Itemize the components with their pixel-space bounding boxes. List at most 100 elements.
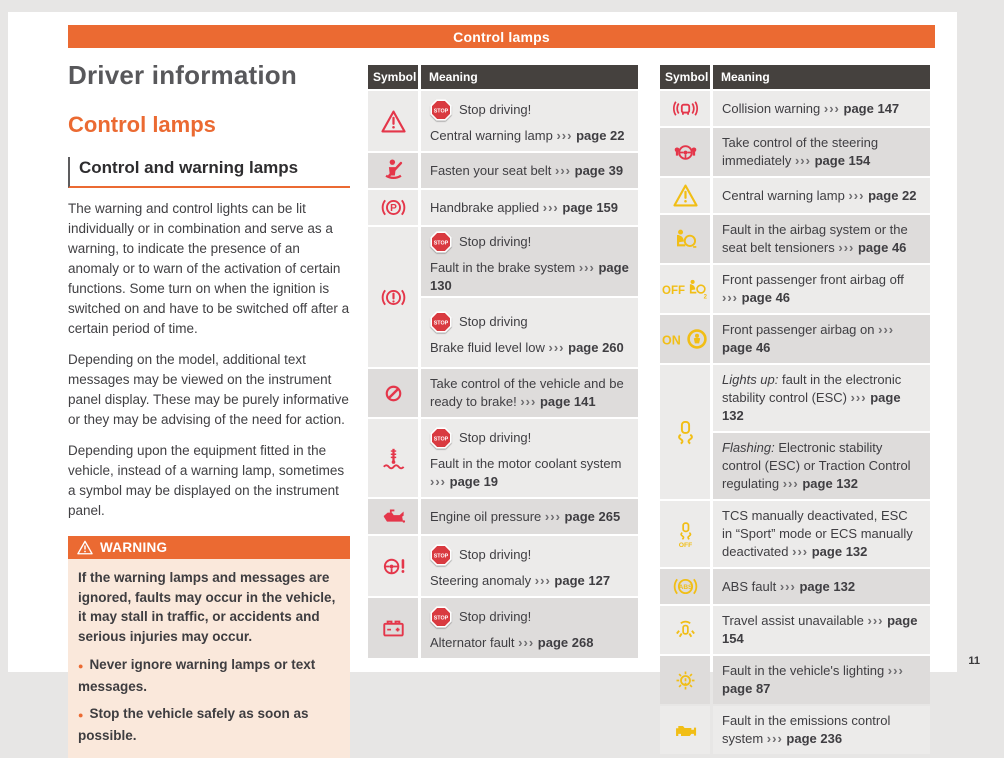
italic-prefix: Flashing: bbox=[722, 440, 775, 455]
chevrons-glyph: ››› bbox=[556, 128, 573, 143]
meaning-cell: Travel assist unavailable ››› page 154 bbox=[713, 606, 930, 654]
body-paragraphs: The warning and control lights can be li… bbox=[68, 199, 350, 521]
meaning-cells: Fasten your seat belt ››› page 39 bbox=[421, 153, 638, 188]
chevrons-glyph: ››› bbox=[823, 100, 840, 116]
svg-text:2: 2 bbox=[704, 294, 708, 300]
paragraph: The warning and control lights can be li… bbox=[68, 201, 350, 336]
brake-system-icon bbox=[368, 227, 418, 367]
lighting-fault-icon bbox=[660, 656, 710, 704]
abs-icon: ABS bbox=[660, 569, 710, 604]
page-reference: page 159 bbox=[562, 199, 619, 215]
meaning-cells: Travel assist unavailable ››› page 154 bbox=[713, 606, 930, 654]
banner-title: Control lamps bbox=[453, 28, 550, 45]
stop-sign-icon: STOP bbox=[430, 99, 452, 121]
meaning-cells: STOP Stop driving! Fault in the motor cool… bbox=[421, 419, 638, 497]
page-reference: page 268 bbox=[537, 635, 594, 650]
meaning-column-header: Meaning bbox=[713, 65, 930, 89]
left-column: Driver information Control lamps Control… bbox=[68, 50, 350, 758]
meaning-cells: Engine oil pressure ››› page 265 bbox=[421, 499, 638, 534]
svg-text:OFF: OFF bbox=[678, 542, 692, 548]
bullet-dot-icon: ● bbox=[78, 710, 84, 720]
stop-driving-line: STOP Stop driving! bbox=[430, 544, 629, 566]
meaning-cell: TCS manually deactivated, ESC in “Sport”… bbox=[713, 501, 930, 567]
airbag-fault-icon bbox=[660, 215, 710, 263]
chevrons-glyph: ››› bbox=[848, 187, 865, 203]
table-header-row: Symbol Meaning bbox=[660, 65, 930, 89]
svg-text:STOP: STOP bbox=[434, 320, 449, 326]
chevrons-glyph: ››› bbox=[838, 240, 855, 255]
subsection-title: Control and warning lamps bbox=[68, 157, 350, 188]
table-row: P Handbrake applied ››› page 159 bbox=[368, 190, 638, 225]
meaning-cells: STOP Stop driving! Fault in the brake syst… bbox=[421, 227, 638, 367]
page-reference: page 127 bbox=[554, 573, 611, 588]
stop-sign-icon: STOP bbox=[430, 230, 452, 253]
page-reference: page 46 bbox=[741, 290, 791, 305]
table-row: Take control of the steering immediately… bbox=[660, 128, 930, 176]
chevrons-glyph: ››› bbox=[792, 544, 809, 559]
coolant-icon bbox=[368, 419, 418, 497]
warning-triangle-icon bbox=[368, 91, 418, 151]
page-reference: page 22 bbox=[576, 128, 625, 143]
page-reference: page 46 bbox=[857, 240, 907, 255]
control-lamps-table-right: Symbol Meaning Collision warning ››› page … bbox=[660, 65, 930, 754]
meaning-cell: Engine oil pressure ››› page 265 bbox=[421, 499, 638, 534]
meaning-cells: Take control of the steering immediately… bbox=[713, 128, 930, 176]
meaning-cells: TCS manually deactivated, ESC in “Sport”… bbox=[713, 501, 930, 567]
meaning-text: Fault in the motor coolant system ››› pa… bbox=[430, 456, 622, 489]
stop-driving-label: Stop driving! bbox=[459, 430, 532, 445]
warning-box: WARNING If the warning lamps and message… bbox=[68, 536, 350, 758]
meaning-cell: STOP Stop driving! Fault in the brake syst… bbox=[421, 227, 638, 296]
meaning-cell: Lights up: fault in the electronic stabi… bbox=[713, 365, 930, 431]
meaning-text: Engine oil pressure ››› page 265 bbox=[430, 508, 621, 524]
page-reference: page 39 bbox=[574, 162, 624, 178]
page-reference: page 87 bbox=[722, 681, 771, 696]
meaning-cells: Take control of the vehicle and be ready… bbox=[421, 369, 638, 417]
chevrons-glyph: ››› bbox=[887, 663, 904, 678]
table-row: STOP Stop driving! Central warning lamp ››… bbox=[368, 91, 638, 151]
chevrons-glyph: ››› bbox=[542, 199, 559, 215]
control-lamps-table-left: Symbol Meaning STOP Stop driving! Central wa… bbox=[368, 65, 638, 658]
chevrons-glyph: ››› bbox=[430, 474, 446, 489]
warning-bullet: ● Never ignore warning lamps or text mess… bbox=[78, 657, 316, 694]
page-reference: page 22 bbox=[868, 187, 917, 203]
meaning-cell: STOP Stop driving! Central warning lamp ››… bbox=[421, 91, 638, 151]
travel-assist-icon bbox=[660, 606, 710, 654]
airbag-on-icon: ON bbox=[660, 315, 710, 363]
table-row: Fault in the airbag system or the seat b… bbox=[660, 215, 930, 263]
meaning-cells: STOP Stop driving! Steering anomaly ››› pa… bbox=[421, 536, 638, 596]
section-title: Driver information bbox=[68, 60, 297, 90]
table-row: Fault in the emissions control system ››… bbox=[660, 706, 930, 754]
chevrons-glyph: ››› bbox=[779, 578, 796, 594]
meaning-cells: Handbrake applied ››› page 159 bbox=[421, 190, 638, 225]
meaning-cells: Collision warning ››› page 147 bbox=[713, 91, 930, 126]
chevrons-glyph: ››› bbox=[548, 339, 565, 355]
paragraph: Depending upon the equipment fitted in t… bbox=[68, 443, 345, 518]
stop-driving-line: STOP Stop driving! bbox=[430, 427, 629, 449]
meaning-cell: Handbrake applied ››› page 159 bbox=[421, 190, 638, 225]
esc-icon bbox=[660, 365, 710, 499]
stop-driving-line: STOP Stop driving bbox=[430, 310, 629, 333]
meaning-text: Central warning lamp ››› page 22 bbox=[430, 128, 625, 143]
meaning-text: Fault in the airbag system or the seat b… bbox=[722, 222, 908, 255]
warning-box-title: WARNING bbox=[100, 540, 168, 555]
meaning-text: Travel assist unavailable ››› page 154 bbox=[722, 613, 918, 646]
chapter-title: Control lamps bbox=[68, 112, 216, 137]
table-row: STOP Stop driving! Fault in the motor cool… bbox=[368, 419, 638, 497]
page-reference: page 260 bbox=[568, 339, 624, 355]
table-header-row: Symbol Meaning bbox=[368, 65, 638, 89]
svg-text:STOP: STOP bbox=[434, 436, 449, 442]
meaning-cells: STOP Stop driving! Central warning lamp ››… bbox=[421, 91, 638, 151]
chevrons-glyph: ››› bbox=[518, 635, 535, 650]
table-row: STOP Stop driving! Fault in the brake syst… bbox=[368, 227, 638, 367]
table-row: ABS ABS fault ››› page 132 bbox=[660, 569, 930, 604]
stop-driving-label: Stop driving! bbox=[459, 233, 532, 249]
page-reference: page 130 bbox=[430, 259, 629, 293]
meaning-text: Fault in the brake system ››› page 130 bbox=[430, 259, 629, 293]
meaning-column-header: Meaning bbox=[421, 65, 638, 89]
chevrons-glyph: ››› bbox=[850, 390, 867, 405]
oil-pressure-icon bbox=[368, 499, 418, 534]
svg-text:STOP: STOP bbox=[434, 553, 449, 559]
stop-driving-line: STOP Stop driving! bbox=[430, 230, 629, 253]
handbrake-icon: P bbox=[368, 190, 418, 225]
chevrons-glyph: ››› bbox=[544, 508, 561, 524]
